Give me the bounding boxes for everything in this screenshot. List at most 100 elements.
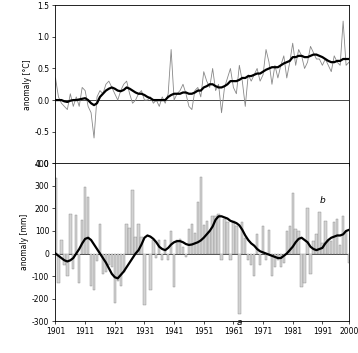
Bar [191, 224, 193, 253]
Bar [96, 253, 98, 262]
Bar [232, 221, 234, 253]
Bar [348, 253, 350, 263]
Bar [84, 187, 86, 253]
Bar [297, 231, 300, 253]
Bar [170, 231, 172, 253]
Bar [265, 253, 267, 260]
Bar [324, 221, 326, 253]
Bar [140, 237, 143, 253]
Bar [99, 224, 101, 253]
Bar [315, 234, 318, 253]
Bar [312, 241, 315, 253]
Bar [345, 231, 347, 253]
Bar [57, 253, 60, 283]
Bar [158, 240, 160, 253]
Bar [87, 197, 89, 253]
Bar [155, 253, 158, 258]
Bar [185, 253, 187, 257]
Bar [69, 214, 72, 253]
Bar [250, 253, 252, 265]
Bar [120, 253, 122, 286]
Bar [259, 253, 261, 265]
Bar [212, 216, 214, 253]
Bar [247, 253, 250, 260]
Bar [235, 227, 238, 253]
Bar [291, 193, 294, 253]
Bar [111, 253, 113, 267]
Bar [318, 212, 320, 253]
Bar [105, 253, 107, 271]
Bar [134, 237, 137, 253]
Bar [280, 253, 282, 267]
Bar [217, 214, 220, 253]
Bar [205, 221, 208, 253]
Bar [197, 202, 199, 253]
Bar [309, 253, 312, 274]
Bar [137, 224, 140, 253]
Text: b: b [319, 196, 325, 205]
Bar [336, 219, 338, 253]
Bar [113, 253, 116, 303]
Bar [226, 222, 229, 253]
Bar [223, 219, 226, 253]
Bar [161, 253, 163, 260]
Bar [286, 231, 288, 253]
Bar [221, 253, 223, 260]
Bar [274, 253, 276, 267]
Bar [306, 208, 309, 253]
Bar [194, 233, 196, 253]
Bar [327, 240, 329, 253]
Bar [214, 216, 217, 253]
Bar [143, 253, 146, 305]
Bar [81, 220, 83, 253]
Bar [289, 227, 291, 253]
Bar [262, 227, 264, 253]
Bar [125, 224, 128, 253]
Bar [244, 238, 246, 253]
Bar [90, 253, 92, 286]
Bar [108, 253, 110, 265]
Bar [271, 253, 273, 276]
Bar [149, 253, 151, 289]
Bar [241, 222, 243, 253]
Bar [300, 253, 303, 287]
Bar [333, 222, 335, 253]
Bar [152, 240, 155, 253]
Bar [330, 241, 333, 253]
Bar [282, 253, 285, 263]
Bar [342, 216, 344, 253]
Bar [60, 240, 63, 253]
Bar [129, 228, 131, 253]
Bar [182, 247, 184, 253]
Bar [117, 253, 119, 281]
Bar [167, 253, 169, 260]
Y-axis label: anomaly [°C]: anomaly [°C] [23, 59, 32, 109]
Bar [179, 239, 181, 253]
Bar [277, 253, 279, 260]
Bar [63, 253, 66, 265]
Bar [295, 229, 297, 253]
Bar [102, 253, 104, 274]
Bar [188, 229, 190, 253]
Bar [238, 253, 241, 315]
Bar [176, 240, 178, 253]
Bar [122, 253, 125, 271]
Bar [54, 178, 57, 253]
Bar [93, 253, 95, 289]
Bar [66, 253, 68, 276]
Text: a: a [237, 318, 242, 327]
Bar [164, 240, 166, 253]
Bar [208, 231, 211, 253]
Bar [200, 177, 202, 253]
Bar [75, 215, 77, 253]
Bar [203, 225, 205, 253]
Bar [253, 253, 255, 276]
Bar [339, 245, 341, 253]
Bar [131, 190, 134, 253]
Bar [321, 243, 324, 253]
Bar [78, 253, 81, 283]
Bar [229, 253, 232, 260]
Bar [173, 253, 175, 287]
Y-axis label: anomaly [mm]: anomaly [mm] [20, 214, 29, 270]
Bar [72, 253, 74, 269]
